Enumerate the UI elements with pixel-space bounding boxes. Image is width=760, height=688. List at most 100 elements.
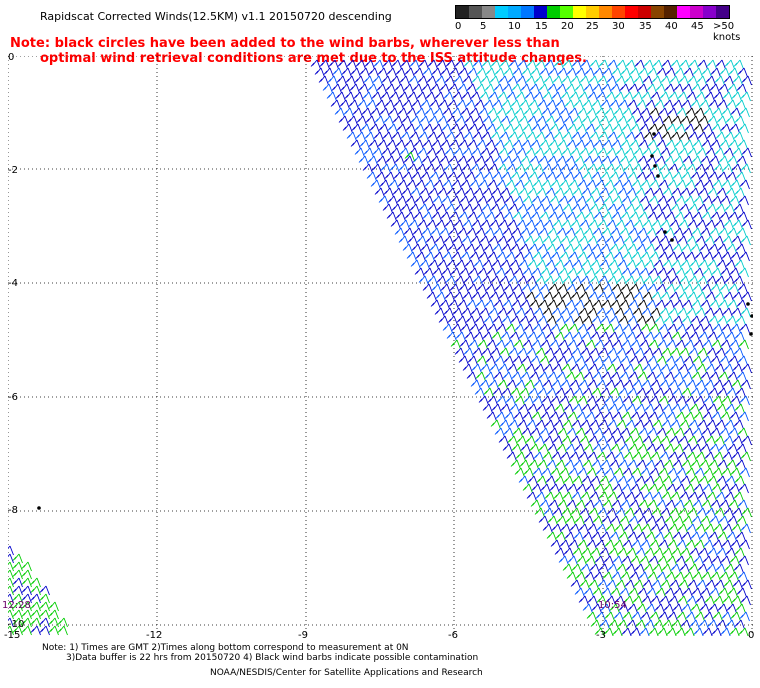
wind-barb	[588, 435, 599, 446]
wind-barb	[701, 283, 712, 294]
wind-barb	[605, 307, 616, 318]
wind-barb	[686, 91, 697, 102]
wind-barb	[366, 99, 377, 110]
wind-barb	[738, 555, 749, 566]
wind-barb	[668, 307, 679, 318]
wind-barb	[711, 195, 722, 206]
wind-barb	[547, 443, 558, 454]
wind-barb	[684, 339, 695, 350]
wind-barb	[39, 593, 50, 604]
wind-barb	[558, 339, 569, 350]
wind-barb	[411, 171, 422, 182]
wind-barb	[602, 355, 613, 366]
wind-barb	[512, 355, 523, 366]
wind-barb	[568, 179, 579, 190]
wind-barb	[692, 355, 703, 366]
wind-barb	[475, 155, 486, 166]
wind-barb	[348, 99, 359, 110]
wind-barb	[593, 571, 604, 582]
wind-barb	[678, 75, 689, 86]
wind-barb	[453, 147, 464, 158]
wind-barb	[679, 419, 690, 430]
wind-barb	[554, 259, 565, 270]
wind-barb	[495, 339, 506, 350]
wind-barb	[567, 483, 578, 494]
wind-barb	[605, 235, 616, 246]
wind-barb	[598, 131, 609, 142]
wind-barb	[639, 339, 650, 350]
wind-barb	[664, 587, 675, 598]
wind-barb	[610, 227, 621, 238]
wind-barb	[724, 491, 735, 502]
wind-barb	[658, 395, 669, 406]
wind-barb	[717, 99, 728, 110]
wind-barb	[342, 123, 353, 134]
wind-barb	[573, 171, 584, 182]
wind-barb	[634, 203, 645, 214]
wind-barb	[578, 595, 589, 606]
wind-barb	[620, 571, 631, 582]
wind-barb	[715, 419, 726, 430]
wind-barb	[688, 59, 699, 70]
wind-barb	[410, 115, 421, 126]
wind-barb	[720, 555, 731, 566]
legend-label: 40	[665, 21, 678, 32]
wind-barb	[634, 59, 645, 70]
wind-barb	[705, 147, 716, 158]
wind-barb	[688, 491, 699, 502]
wind-barb	[572, 547, 583, 558]
wind-barb	[635, 331, 646, 342]
wind-barb	[452, 235, 463, 246]
wind-barb	[601, 227, 612, 238]
wind-barb	[704, 163, 715, 174]
wind-barb	[671, 187, 682, 198]
wind-barb	[500, 115, 511, 126]
legend-swatch	[690, 6, 703, 18]
wind-barb	[615, 579, 626, 590]
wind-barb	[387, 123, 398, 134]
wind-barb	[641, 379, 652, 390]
wind-barb	[571, 563, 582, 574]
wind-barb	[495, 267, 506, 278]
wind-barb	[719, 571, 730, 582]
wind-barb	[705, 363, 716, 374]
wind-barb	[488, 307, 499, 318]
wind-barb	[643, 347, 654, 358]
wind-barb	[688, 131, 699, 142]
wind-barb	[661, 59, 672, 70]
wind-barb	[643, 131, 654, 142]
wind-barb	[30, 585, 41, 596]
wind-barb	[537, 387, 548, 398]
wind-barb	[401, 187, 412, 198]
wind-barb	[660, 75, 671, 86]
wind-barb	[503, 355, 514, 366]
wind-barb	[614, 595, 625, 606]
wind-barb	[599, 115, 610, 126]
wind-barb	[738, 267, 749, 278]
wind-barb	[544, 419, 555, 430]
wind-barb	[613, 539, 624, 550]
wind-barb	[511, 155, 522, 166]
wind-barb	[407, 163, 418, 174]
wind-barb	[695, 523, 706, 534]
wind-barb	[579, 291, 590, 302]
wind-barb	[391, 59, 402, 70]
time-label-right: 10:54	[598, 600, 627, 611]
wind-barb	[634, 419, 645, 430]
wind-barb	[688, 419, 699, 430]
wind-barb	[508, 59, 519, 70]
wind-barb	[713, 523, 724, 534]
wind-barb	[572, 259, 583, 270]
wind-barb	[644, 403, 655, 414]
wind-barb	[514, 179, 525, 190]
wind-barb	[690, 99, 701, 110]
wind-barb	[690, 171, 701, 182]
wind-barb	[457, 83, 468, 94]
wind-barb	[536, 403, 547, 414]
wind-barb	[465, 315, 476, 326]
legend-swatch	[573, 6, 586, 18]
wind-barb	[433, 107, 444, 118]
wind-barb	[560, 451, 571, 462]
wind-barb	[626, 259, 637, 270]
wind-barb	[479, 235, 490, 246]
